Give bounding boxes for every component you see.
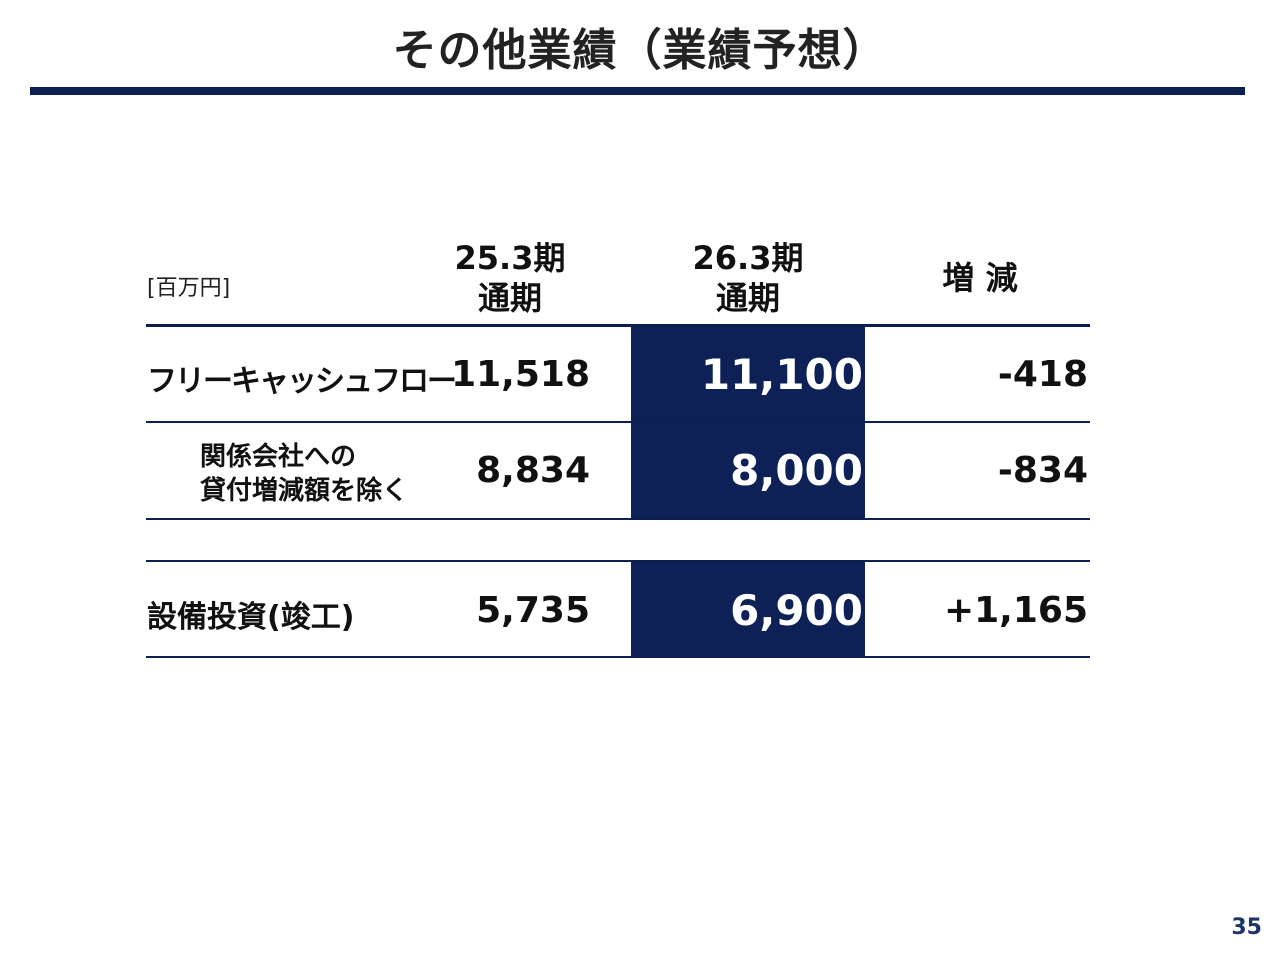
row-1-fy26-value: 11,100 [700, 350, 863, 399]
row-1-fy25-value: 11,518 [451, 354, 590, 395]
row-label-free-cash-flow: フリーキャッシュフロー [147, 364, 457, 399]
row-2-fy26-value: 8,000 [730, 446, 863, 495]
row-label-excluding-affiliate-loans-line1: 関係会社への [200, 442, 357, 472]
table-header-rule [146, 324, 1090, 327]
column-header-fy25: 25.3期 通期 [410, 238, 610, 318]
column-header-fy26-period: 26.3期 [692, 239, 804, 277]
row-label-excluding-affiliate-loans-line2: 貸付増減額を除く [200, 476, 409, 506]
row-3-fy26-value: 6,900 [730, 586, 863, 635]
row-divider-3 [146, 560, 1090, 562]
row-label-excluding-affiliate-loans: 関係会社への 貸付増減額を除く [200, 440, 408, 508]
column-header-fy25-period: 25.3期 [454, 239, 566, 277]
slide-title: その他業績（業績予想） [392, 25, 888, 76]
row-2-fy25-value: 8,834 [476, 450, 590, 491]
row-divider-2 [146, 518, 1090, 520]
table-bottom-rule [146, 656, 1090, 658]
title-underline [30, 87, 1245, 95]
row-3-change-value: +1,165 [943, 590, 1088, 631]
row-label-capex: 設備投資(竣工) [147, 600, 355, 635]
column-header-fy26-scope: 通期 [715, 279, 780, 317]
row-1-change-value: -418 [997, 354, 1088, 395]
column-header-fy25-scope: 通期 [477, 279, 542, 317]
forecast-highlight-row-1 [631, 326, 865, 421]
row-3-fy25-value: 5,735 [476, 590, 590, 631]
row-divider-1 [146, 421, 1090, 423]
forecast-highlight-row-2 [631, 423, 865, 518]
page-number: 35 [1231, 915, 1262, 940]
forecast-highlight-row-3 [631, 562, 865, 657]
unit-label: [百万円] [147, 276, 231, 301]
column-header-change: 増 減 [942, 259, 1018, 297]
column-header-fy26: 26.3期 通期 [648, 238, 848, 318]
row-2-change-value: -834 [997, 450, 1088, 491]
